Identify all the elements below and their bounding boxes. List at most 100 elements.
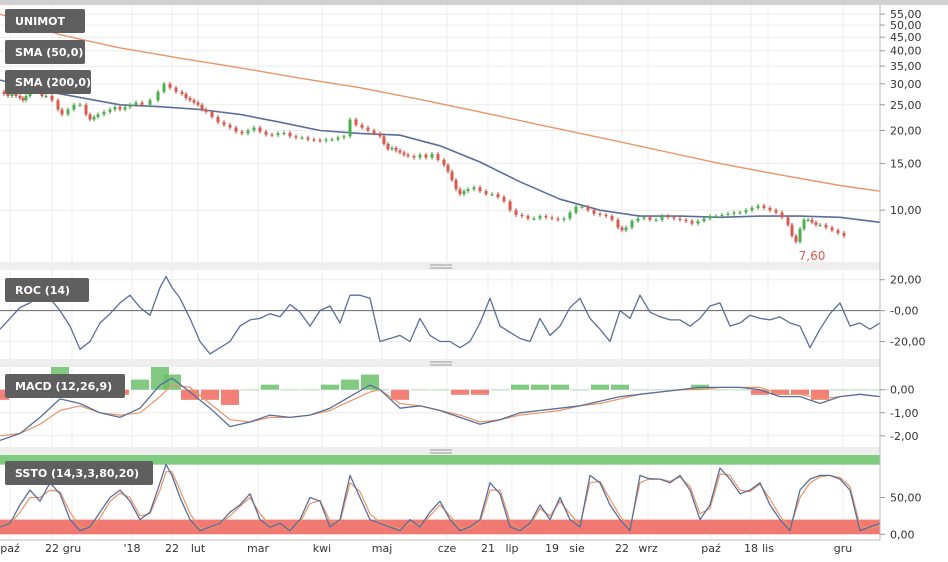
macd-hist-16: [301, 389, 319, 391]
price-candle-33: [162, 83, 166, 92]
price-candle-95: [496, 194, 500, 198]
price-candle-14: [56, 100, 60, 110]
x-tick-label-5: lut: [191, 542, 206, 555]
price-candle-135: [732, 212, 736, 214]
price-tick-label-8: 15,00: [890, 158, 922, 171]
price-candle-56: [288, 132, 292, 137]
macd-tick-label-1: -1,00: [890, 407, 918, 420]
price-candle-137: [744, 210, 748, 213]
panel-splitter-1[interactable]: [0, 262, 880, 270]
legend-roc[interactable]: ROC (14): [5, 278, 89, 302]
price-candle-147: [798, 228, 802, 242]
legend-unimot[interactable]: UNIMOT: [5, 9, 85, 33]
x-tick-label-18: lis: [762, 542, 774, 555]
panel-splitter-2[interactable]: [0, 359, 880, 367]
price-candle-12: [44, 95, 48, 98]
price-candle-105: [556, 218, 560, 220]
roc-panel: [0, 275, 881, 355]
price-candle-120: [642, 217, 646, 219]
price-candle-34: [168, 83, 172, 88]
y-axis-ticks: 55,0050,0045,0040,0035,0030,0025,0020,00…: [880, 8, 925, 541]
price-candle-97: [508, 201, 512, 211]
price-candle-107: [568, 212, 572, 219]
price-candle-110: [586, 206, 590, 211]
x-tick-label-19: gru: [834, 542, 852, 555]
price-candle-65: [342, 136, 346, 138]
price-candle-116: [620, 227, 624, 231]
price-candle-2: [6, 93, 10, 96]
roc-tick-label-0: 20,00: [890, 274, 922, 287]
macd-hist-22: [411, 389, 429, 391]
macd-hist-14: [261, 384, 279, 390]
price-tick-label-3: 40,00: [890, 45, 922, 58]
sma50-line: [0, 13, 881, 192]
price-candle-126: [678, 218, 682, 220]
macd-hist-17: [321, 384, 339, 390]
price-candle-78: [406, 154, 410, 157]
min-price-annotation: 7,60: [799, 249, 826, 263]
price-candle-153: [824, 224, 828, 228]
price-candle-48: [240, 131, 244, 134]
x-tick-label-10: 21: [481, 542, 495, 555]
panel-splitter-3[interactable]: [0, 447, 880, 455]
price-candle-3: [10, 93, 14, 96]
price-candle-58: [300, 137, 304, 139]
price-candle-88: [458, 189, 462, 195]
price-candle-76: [398, 150, 402, 153]
price-panel: [0, 13, 881, 244]
price-candle-86: [450, 171, 454, 181]
price-candle-38: [188, 98, 192, 101]
sma200-line: [0, 79, 881, 224]
macd-hist-19: [361, 374, 379, 390]
price-candle-150: [810, 219, 814, 223]
roc-tick-label-2: -20,00: [890, 336, 925, 349]
macd-hist-23: [431, 389, 449, 391]
price-candle-140: [762, 205, 766, 208]
legend-macd[interactable]: MACD (12,26,9): [5, 374, 125, 398]
price-candle-123: [660, 216, 664, 220]
x-tick-label-7: kwi: [313, 542, 331, 555]
macd-hist-34: [651, 389, 669, 391]
legend-sma50-label: SMA (50,0): [15, 46, 83, 59]
price-candle-23: [102, 111, 106, 115]
price-candle-22: [96, 114, 100, 117]
price-candle-124: [666, 216, 670, 218]
ssto-k-line: [0, 463, 881, 532]
price-candle-5: [18, 95, 22, 99]
price-candle-72: [382, 136, 386, 144]
price-candle-109: [580, 206, 584, 209]
macd-hist-33: [631, 389, 649, 391]
price-tick-label-0: 55,00: [890, 8, 922, 21]
price-candle-49: [246, 130, 250, 134]
macd-hist-0: [0, 389, 9, 400]
price-candle-67: [354, 119, 358, 125]
price-candle-152: [818, 224, 822, 227]
price-candle-79: [412, 156, 416, 158]
macd-hist-31: [591, 384, 609, 390]
price-candle-138: [750, 207, 754, 211]
price-candle-133: [720, 214, 724, 217]
price-candle-102: [538, 216, 542, 219]
price-candle-121: [648, 217, 652, 220]
macd-hist-30: [571, 389, 589, 391]
price-candle-155: [836, 230, 840, 234]
legend-macd-label: MACD (12,26,9): [15, 380, 112, 393]
x-tick-label-13: sie: [569, 542, 585, 555]
macd-hist-13: [241, 389, 259, 391]
price-candle-19: [84, 104, 88, 115]
legend-sma50[interactable]: SMA (50,0): [5, 40, 85, 64]
price-candle-82: [430, 154, 434, 158]
price-candle-4: [14, 93, 18, 96]
price-candle-41: [200, 104, 204, 110]
price-candle-131: [708, 216, 712, 219]
legend-roc-label: ROC (14): [15, 284, 70, 297]
price-candle-125: [672, 217, 676, 219]
price-candle-139: [756, 205, 760, 208]
macd-hist-15: [281, 389, 299, 391]
price-candle-144: [786, 217, 790, 225]
price-candle-89: [462, 191, 466, 195]
price-candle-37: [184, 93, 188, 99]
price-candle-42: [204, 109, 208, 112]
legend-sma200[interactable]: SMA (200,0): [5, 70, 91, 94]
legend-ssto[interactable]: SSTO (14,3,3,80,20): [5, 461, 153, 485]
